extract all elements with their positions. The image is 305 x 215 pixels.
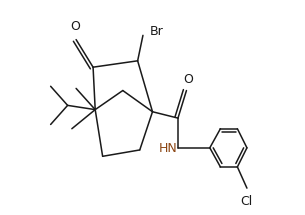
Text: Br: Br bbox=[149, 25, 163, 38]
Text: O: O bbox=[184, 73, 193, 86]
Text: Cl: Cl bbox=[240, 195, 252, 207]
Text: HN: HN bbox=[159, 142, 178, 155]
Text: O: O bbox=[70, 20, 80, 33]
